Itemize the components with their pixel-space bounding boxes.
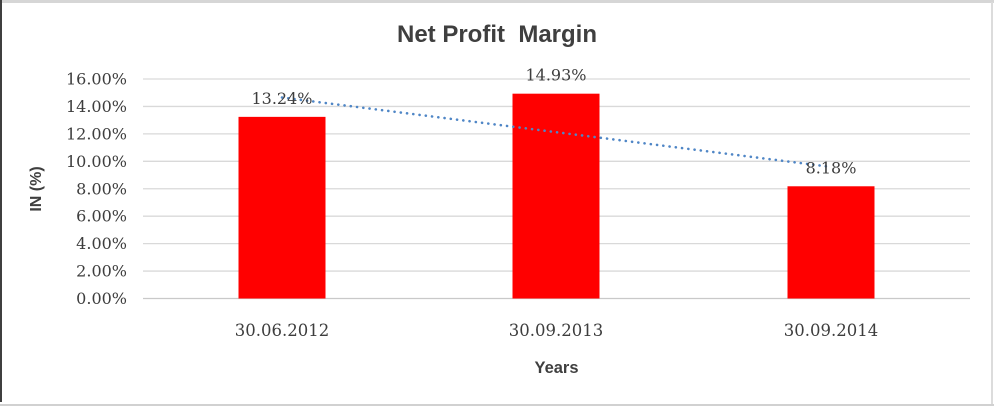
data-label: 13.24% xyxy=(251,89,312,108)
data-label: 14.93% xyxy=(525,66,586,85)
y-tick-label: 0.00% xyxy=(76,289,127,308)
y-tick-label: 6.00% xyxy=(76,207,127,226)
frame-border-right xyxy=(991,2,993,405)
frame-border-left xyxy=(0,0,2,402)
frame-border-bottom xyxy=(0,404,994,406)
frame-border-top xyxy=(0,0,994,3)
chart-title: Net Profit Margin xyxy=(396,21,597,48)
y-tick-label: 8.00% xyxy=(76,179,127,198)
x-tick-label: 30.09.2014 xyxy=(784,321,878,340)
y-tick-label: 14.00% xyxy=(66,97,127,116)
x-axis-title: Years xyxy=(534,359,579,377)
data-label: 8.18% xyxy=(806,158,857,177)
x-tick-label: 30.09.2013 xyxy=(509,321,603,340)
bar-30.09.2014 xyxy=(787,186,875,299)
trendline xyxy=(280,96,833,169)
bar-30.09.2013 xyxy=(512,93,600,299)
y-tick-label: 4.00% xyxy=(76,234,127,253)
y-tick-label: 16.00% xyxy=(66,70,127,89)
y-tick-label: 2.00% xyxy=(76,262,127,281)
y-tick-label: 12.00% xyxy=(66,124,127,143)
bar-30.06.2012 xyxy=(238,116,326,299)
x-tick-label: 30.06.2012 xyxy=(235,321,329,340)
y-tick-label: 10.00% xyxy=(66,152,127,171)
